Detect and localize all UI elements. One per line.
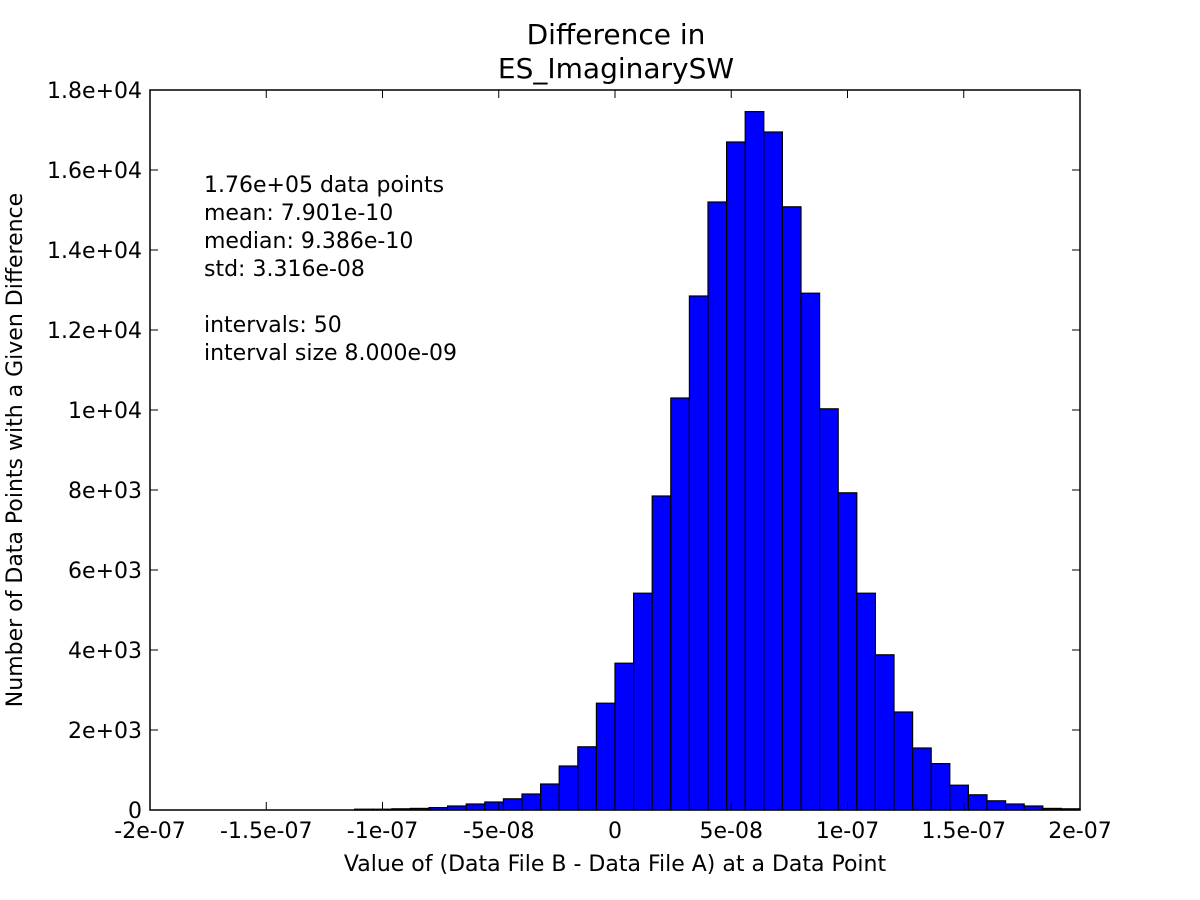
x-tick-label: -1.5e-07 <box>220 819 312 844</box>
y-tick-label: 8e+03 <box>68 479 142 504</box>
bars-group <box>354 110 1081 811</box>
y-tick-label: 1e+04 <box>68 399 142 424</box>
histogram-bar <box>949 784 969 811</box>
annotation-line: mean: 7.901e-10 <box>204 201 393 226</box>
y-tick-label: 1.2e+04 <box>47 319 142 344</box>
y-tick-label: 4e+03 <box>68 639 142 664</box>
histogram-bar <box>521 793 542 811</box>
histogram-bar <box>465 803 486 811</box>
stats-annotation: 1.76e+05 data points mean: 7.901e-10 media… <box>204 173 457 366</box>
x-tick-label: 0 <box>608 819 622 844</box>
histogram-bar <box>632 592 653 811</box>
y-tick-label: 1.4e+04 <box>47 239 142 264</box>
x-tick-label: 1.5e-07 <box>922 819 1006 844</box>
histogram-bar <box>707 201 728 811</box>
histogram-bar <box>595 702 616 811</box>
histogram-bar <box>577 746 597 811</box>
annotation-line: interval size 8.000e-09 <box>204 341 457 366</box>
x-tick-label: -2e-07 <box>114 819 185 844</box>
histogram-bar <box>911 747 932 811</box>
histogram-bar <box>856 592 876 811</box>
annotation-line: 1.76e+05 data points <box>204 173 444 198</box>
ticks-group: -2e-07 -1.5e-07 -1e-07 -5e-08 0 5e-08 1e-07 1.5… <box>47 79 1112 844</box>
histogram-bar <box>539 783 560 811</box>
histogram-bar <box>930 762 951 811</box>
x-tick-label: 2e-07 <box>1048 819 1111 844</box>
histogram-bar <box>967 794 988 811</box>
histogram-bar <box>502 798 523 811</box>
x-tick-label: -1e-07 <box>347 819 418 844</box>
y-tick-label: 6e+03 <box>68 559 142 584</box>
plot-frame <box>149 89 1081 811</box>
x-tick-label: 5e-08 <box>700 819 763 844</box>
histogram-bar <box>986 800 1007 811</box>
y-tick-label: 2e+03 <box>68 719 142 744</box>
x-axis-label: Value of (Data File B - Data File A) at … <box>344 852 887 877</box>
histogram-bar <box>670 397 690 811</box>
annotation-line: median: 9.386e-10 <box>204 229 413 254</box>
x-tick-label: 1e-07 <box>816 819 879 844</box>
x-tick-label: -5e-08 <box>463 819 534 844</box>
histogram-bar <box>744 110 765 811</box>
y-axis-label: Number of Data Points with a Given Diffe… <box>3 193 28 707</box>
histogram-bar <box>800 292 821 811</box>
annotation-line: std: 3.316e-08 <box>204 257 365 282</box>
histogram-bar <box>893 711 914 811</box>
chart-title-line-1: Difference in <box>527 18 706 51</box>
chart-title-line-2: ES_ImaginarySW <box>498 52 734 85</box>
histogram-bar <box>874 654 895 811</box>
histogram-bar <box>837 492 858 811</box>
histogram-bar <box>688 295 709 811</box>
annotation-line: intervals: 50 <box>204 313 342 338</box>
histogram-bar <box>725 141 746 811</box>
histogram-bar <box>763 131 783 811</box>
histogram-bar <box>1004 803 1025 811</box>
y-tick-label: 0 <box>128 799 142 824</box>
histogram-bar <box>818 408 839 811</box>
histogram-bar <box>781 206 802 811</box>
histogram-bar <box>651 495 672 811</box>
y-tick-label: 1.6e+04 <box>47 159 142 184</box>
histogram-bar <box>614 662 635 811</box>
y-tick-label: 1.8e+04 <box>47 79 142 104</box>
histogram-bar <box>484 801 504 811</box>
histogram-bar <box>558 765 579 811</box>
